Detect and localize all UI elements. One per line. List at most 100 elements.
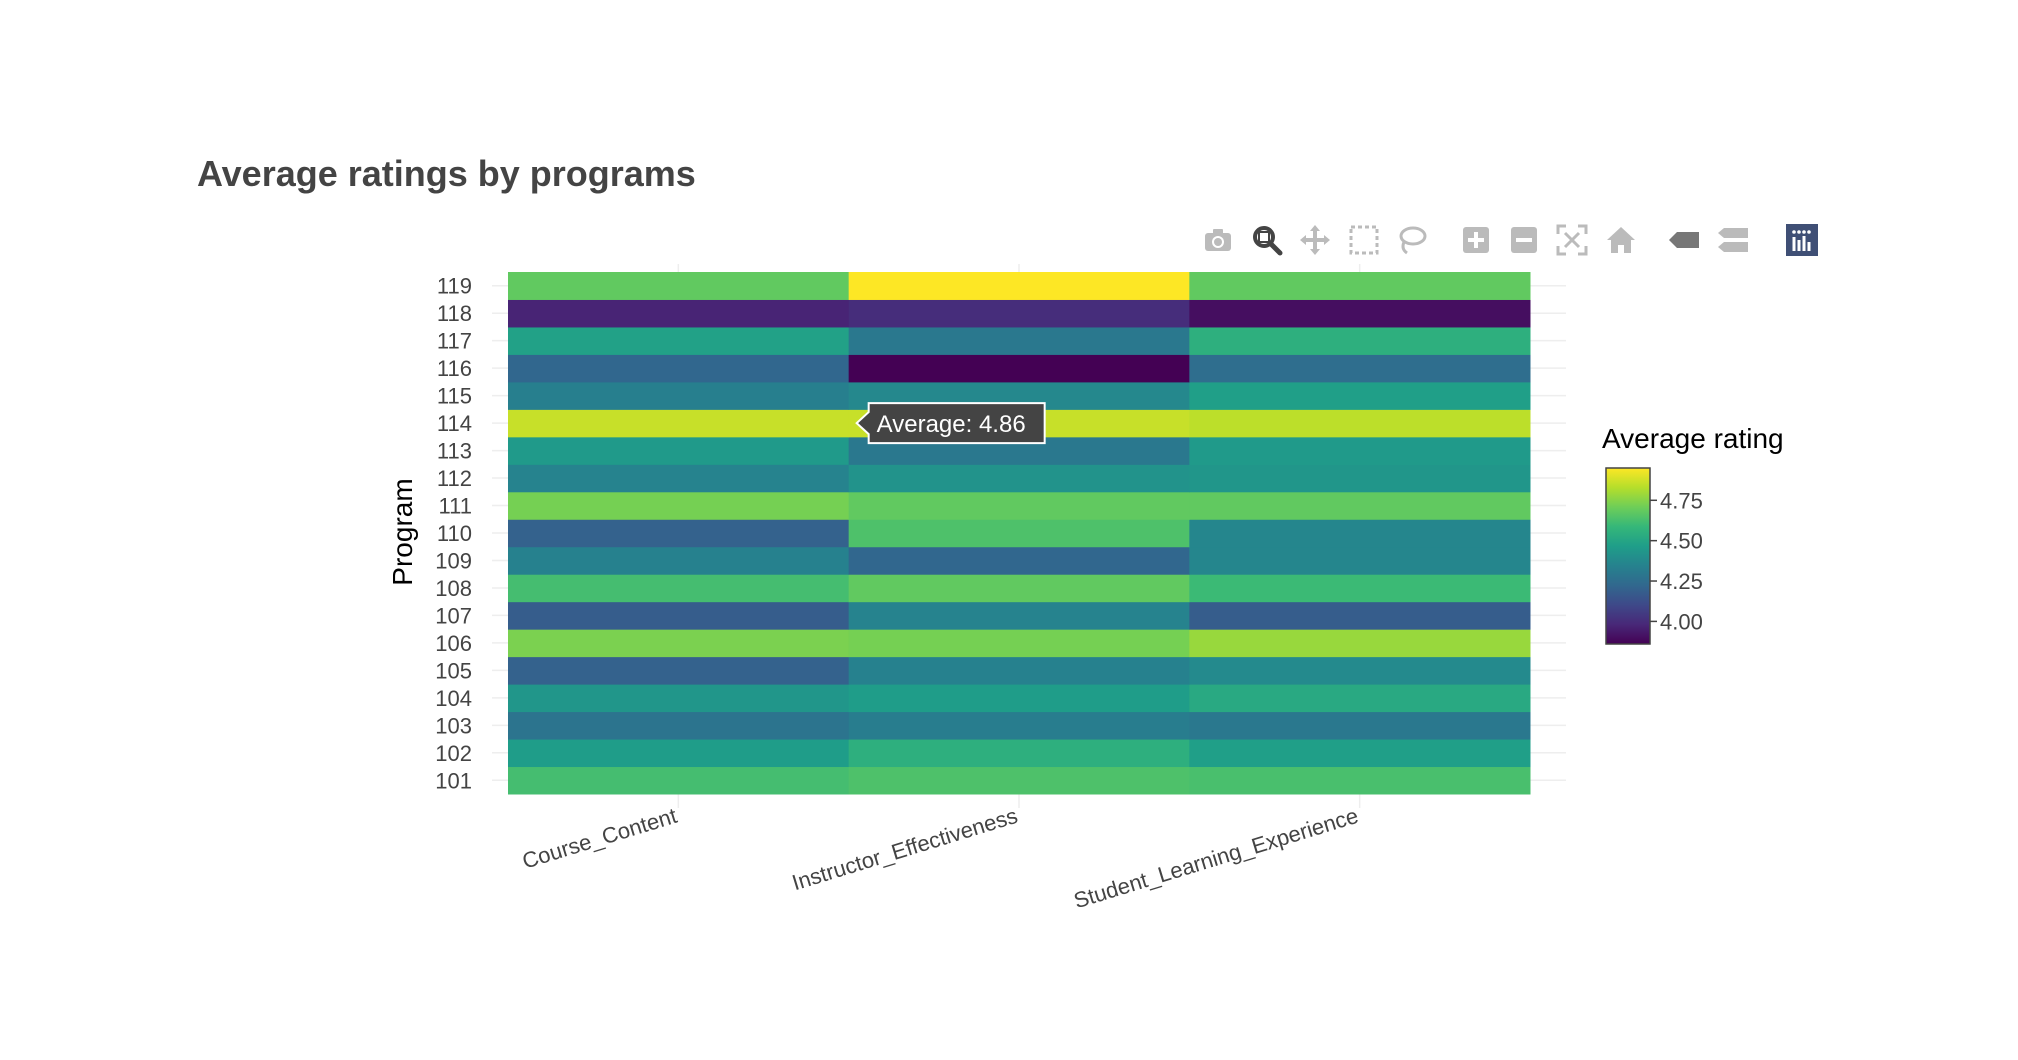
heatmap-cell[interactable] bbox=[1189, 766, 1531, 795]
lasso-select-button[interactable] bbox=[1392, 220, 1432, 260]
y-tick-label: 116 bbox=[437, 356, 472, 381]
heatmap-cell[interactable] bbox=[848, 326, 1190, 355]
heatmap-cell[interactable] bbox=[1189, 601, 1531, 630]
heatmap-cell[interactable] bbox=[508, 409, 850, 438]
zoom-in-icon bbox=[1463, 227, 1489, 253]
x-tick-label: Instructor_Effectiveness bbox=[789, 803, 1020, 895]
heatmap-cell[interactable] bbox=[848, 354, 1190, 383]
heatmap-cell[interactable] bbox=[1189, 711, 1531, 740]
heatmap-cell[interactable] bbox=[1189, 464, 1531, 493]
zoom-in-button[interactable] bbox=[1456, 220, 1496, 260]
colorbar-tick-label: 4.75 bbox=[1660, 488, 1703, 513]
plotly-logo-button[interactable] bbox=[1782, 220, 1822, 260]
heatmap-cell[interactable] bbox=[1189, 684, 1531, 713]
heatmap-cell[interactable] bbox=[1189, 326, 1531, 355]
heatmap-cell[interactable] bbox=[508, 326, 850, 355]
zoom-out-button[interactable] bbox=[1504, 220, 1544, 260]
heatmap-cell[interactable] bbox=[1189, 574, 1531, 603]
reset-axes-icon bbox=[1607, 227, 1635, 253]
heatmap-cell[interactable] bbox=[508, 546, 850, 575]
x-tick-label: Student_Learning_Experience bbox=[1071, 803, 1361, 913]
heatmap-cell[interactable] bbox=[1189, 739, 1531, 768]
plotly-logo-icon bbox=[1786, 224, 1818, 256]
heatmap-cell[interactable] bbox=[508, 574, 850, 603]
colorbar-tick-label: 4.25 bbox=[1660, 569, 1703, 594]
heatmap-cell[interactable] bbox=[508, 711, 850, 740]
heatmap-cell[interactable] bbox=[848, 601, 1190, 630]
heatmap-cell[interactable] bbox=[848, 574, 1190, 603]
pan-icon bbox=[1300, 225, 1330, 255]
y-tick-label: 109 bbox=[435, 548, 472, 573]
heatmap-cell[interactable] bbox=[508, 381, 850, 410]
heatmap-cell[interactable] bbox=[848, 546, 1190, 575]
heatmap-cell[interactable] bbox=[1189, 354, 1531, 383]
hover-closest-icon bbox=[1669, 232, 1699, 248]
heatmap-cell[interactable] bbox=[848, 629, 1190, 658]
heatmap-cell[interactable] bbox=[508, 299, 850, 328]
heatmap-cell[interactable] bbox=[508, 272, 850, 300]
heatmap-cell[interactable] bbox=[508, 684, 850, 713]
heatmap-cell[interactable] bbox=[508, 766, 850, 795]
heatmap-cell[interactable] bbox=[848, 711, 1190, 740]
pan-button[interactable] bbox=[1295, 220, 1335, 260]
heatmap-cell[interactable] bbox=[848, 491, 1190, 520]
heatmap-cell[interactable] bbox=[848, 684, 1190, 713]
heatmap-cell[interactable] bbox=[848, 299, 1190, 328]
heatmap-cell[interactable] bbox=[508, 354, 850, 383]
heatmap-cell[interactable] bbox=[1189, 299, 1531, 328]
y-tick-label: 101 bbox=[435, 768, 472, 793]
heatmap-cell[interactable] bbox=[1189, 409, 1531, 438]
heatmap-cells[interactable] bbox=[508, 272, 1531, 795]
y-tick-label: 107 bbox=[435, 603, 472, 628]
x-tick-label: Course_Content bbox=[519, 803, 680, 874]
hover-closest-button[interactable] bbox=[1664, 220, 1704, 260]
autoscale-button[interactable] bbox=[1552, 220, 1592, 260]
heatmap-cell[interactable] bbox=[1189, 629, 1531, 658]
heatmap-cell[interactable] bbox=[848, 519, 1190, 548]
heatmap-cell[interactable] bbox=[508, 629, 850, 658]
camera-button[interactable] bbox=[1198, 220, 1238, 260]
y-tick-label: 102 bbox=[435, 741, 472, 766]
colorbar: 4.00 4.25 4.50 4.75 bbox=[1605, 467, 1703, 645]
heatmap-cell[interactable] bbox=[508, 601, 850, 630]
heatmap-cell[interactable] bbox=[508, 739, 850, 768]
box-select-button[interactable] bbox=[1344, 220, 1384, 260]
colorbar-title: Average rating bbox=[1602, 423, 1784, 454]
colorbar-tick-label: 4.50 bbox=[1660, 529, 1703, 554]
zoom-out-icon bbox=[1511, 227, 1537, 253]
heatmap-cell[interactable] bbox=[1189, 519, 1531, 548]
box-select-icon bbox=[1349, 225, 1379, 255]
y-tick-label: 103 bbox=[435, 713, 472, 738]
hover-compare-icon bbox=[1718, 228, 1748, 252]
heatmap-cell[interactable] bbox=[508, 656, 850, 685]
heatmap-cell[interactable] bbox=[1189, 272, 1531, 300]
heatmap-cell[interactable] bbox=[1189, 546, 1531, 575]
reset-axes-button[interactable] bbox=[1601, 220, 1641, 260]
y-tick-label: 119 bbox=[437, 274, 472, 299]
heatmap-cell[interactable] bbox=[848, 272, 1190, 300]
y-tick-label: 117 bbox=[437, 329, 472, 354]
heatmap-cell[interactable] bbox=[508, 491, 850, 520]
y-tick-label: 113 bbox=[437, 439, 472, 464]
heatmap-cell[interactable] bbox=[508, 519, 850, 548]
heatmap-cell[interactable] bbox=[848, 766, 1190, 795]
heatmap-cell[interactable] bbox=[848, 464, 1190, 493]
heatmap-cell[interactable] bbox=[848, 656, 1190, 685]
zoom-button[interactable] bbox=[1247, 220, 1287, 260]
y-tick-label: 106 bbox=[435, 631, 472, 656]
heatmap-cell[interactable] bbox=[508, 436, 850, 465]
lasso-select-icon bbox=[1399, 226, 1427, 255]
colorbar-tick-label: 4.00 bbox=[1660, 609, 1703, 634]
autoscale-icon bbox=[1556, 224, 1588, 256]
heatmap-cell[interactable] bbox=[508, 464, 850, 493]
hover-compare-button[interactable] bbox=[1713, 220, 1753, 260]
heatmap-cell[interactable] bbox=[1189, 491, 1531, 520]
heatmap-cell[interactable] bbox=[1189, 436, 1531, 465]
heatmap-cell[interactable] bbox=[1189, 381, 1531, 410]
heatmap-cell[interactable] bbox=[848, 739, 1190, 768]
tooltip-box bbox=[855, 402, 1046, 445]
y-tick-label: 118 bbox=[437, 301, 472, 326]
y-tick-label: 105 bbox=[435, 658, 472, 683]
heatmap-cell[interactable] bbox=[1189, 656, 1531, 685]
